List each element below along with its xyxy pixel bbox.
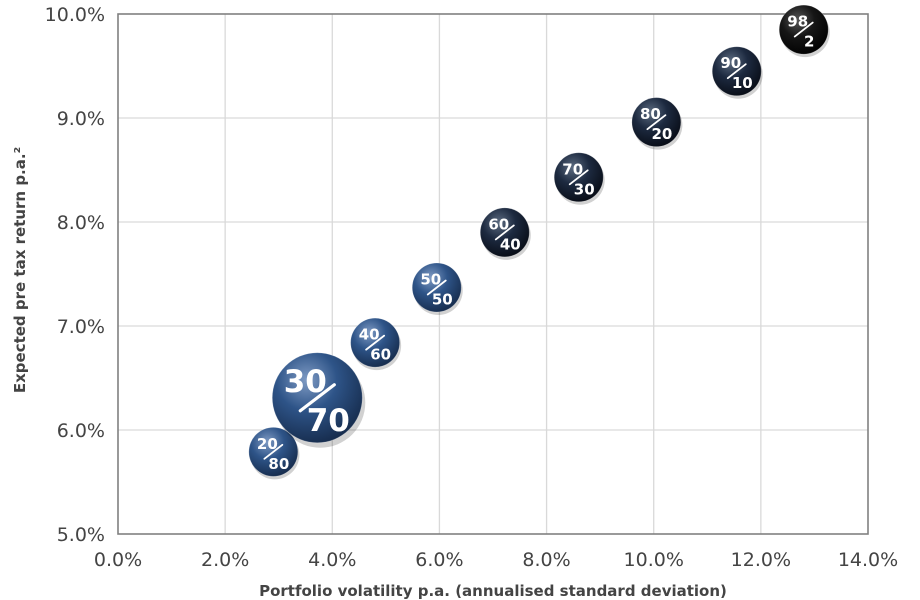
axis-ticks: 0.0% 2.0% 4.0% 6.0% 8.0% 10.0% 12.0% 14.0% 5.0% 6…	[45, 4, 899, 571]
bubble-divider	[646, 114, 667, 131]
bubble-label-top: 50	[420, 271, 441, 289]
x-tick-label: 14.0%	[838, 549, 898, 571]
plot-area	[117, 13, 869, 535]
bubble-divider	[494, 224, 515, 241]
bubble-divider	[298, 383, 336, 413]
bubble-label-bottom: 30	[574, 180, 595, 198]
bubble-label-bottom: 70	[307, 403, 350, 439]
bubble-divider	[426, 279, 447, 296]
bubble-label-top: 20	[257, 435, 278, 453]
y-tick-label: 5.0%	[57, 524, 105, 546]
bubble-label-top: 80	[640, 105, 661, 123]
grid-lines	[118, 14, 868, 534]
x-tick-label: 8.0%	[522, 549, 570, 571]
x-tick-label: 10.0%	[624, 549, 684, 571]
bubble-label-top: 40	[359, 326, 380, 344]
bubble-divider	[726, 63, 747, 80]
bubble-label-top: 30	[284, 364, 327, 400]
x-tick-label: 6.0%	[415, 549, 463, 571]
y-axis-title: Expected pre tax return p.a.²	[11, 147, 29, 393]
bubble-label-bottom: 10	[732, 74, 753, 92]
x-axis-title: Portfolio volatility p.a. (annualised st…	[259, 582, 727, 600]
x-tick-label: 2.0%	[201, 549, 249, 571]
bubble-label-top: 60	[488, 215, 509, 233]
bubble-label-bottom: 2	[804, 33, 814, 51]
x-tick-label: 12.0%	[731, 549, 791, 571]
x-tick-label: 0.0%	[94, 549, 142, 571]
bubble-label-top: 90	[720, 54, 741, 72]
x-tick-label: 4.0%	[308, 549, 356, 571]
bubble-label-bottom: 60	[370, 346, 391, 364]
y-tick-label: 7.0%	[57, 316, 105, 338]
y-tick-label: 6.0%	[57, 420, 105, 442]
y-tick-label: 10.0%	[45, 4, 105, 26]
bubble-label-bottom: 40	[500, 235, 521, 253]
y-tick-label: 8.0%	[57, 212, 105, 234]
y-tick-label: 9.0%	[57, 108, 105, 130]
bubble-divider	[365, 334, 386, 351]
data-point-bubble: 982	[778, 4, 830, 58]
bubble-label-top: 70	[562, 160, 583, 178]
bubble-divider	[263, 443, 284, 460]
bubble-divider	[568, 169, 589, 186]
bubble-label-top: 98	[787, 13, 808, 31]
bubble-label-bottom: 20	[651, 125, 672, 143]
bubble-label-bottom: 80	[268, 455, 289, 473]
bubble-label-bottom: 50	[432, 291, 453, 309]
bubble-divider	[793, 21, 814, 38]
